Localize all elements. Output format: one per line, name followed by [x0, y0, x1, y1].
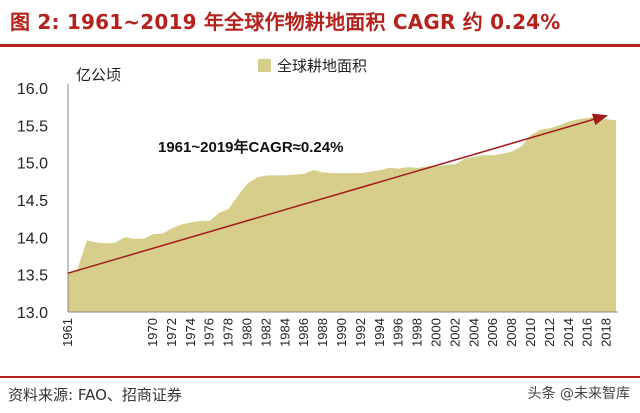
y-tick-label: 15.5 — [17, 118, 48, 135]
watermark: 头条 @未来智库 — [527, 386, 630, 402]
x-tick-label: 2010 — [523, 318, 538, 347]
x-tick-label: 1976 — [202, 318, 217, 347]
source-note: 资料来源: FAO、招商证券 — [8, 386, 182, 404]
chart-area: 13.0 13.5 14.0 14.5 15.0 15.5 16.0 1961 1970 197… — [17, 57, 618, 347]
title-rule — [0, 44, 640, 47]
x-tick-label: 1992 — [353, 318, 368, 347]
y-axis-unit-label: 亿公顷 — [76, 66, 121, 84]
x-tick-label: 1998 — [410, 318, 425, 347]
x-tick-label: 1980 — [240, 318, 255, 347]
area-series-cropland — [68, 116, 616, 313]
y-tick-label: 14.0 — [17, 230, 48, 247]
x-tick-labels: 1961 1970 1972 1974 1976 1978 1980 1982 1984 1986… — [60, 318, 614, 347]
chart-title: 图 2: 1961~2019 年全球作物耕地面积 CAGR 约 0.24% — [10, 10, 561, 34]
x-tick-label: 1961 — [60, 318, 75, 347]
x-tick-label: 2014 — [561, 318, 576, 347]
legend-swatch — [258, 59, 271, 72]
x-tick-label: 1972 — [164, 318, 179, 347]
x-tick-label: 1986 — [296, 318, 311, 347]
x-tick-label: 1988 — [315, 318, 330, 347]
y-tick-label: 13.0 — [17, 305, 48, 322]
y-tick-label: 13.5 — [17, 268, 48, 285]
cagr-trend-arrow — [67, 113, 608, 274]
x-tick-label: 1984 — [277, 318, 292, 347]
x-tick-label: 2018 — [599, 318, 614, 347]
y-tick-label: 16.0 — [17, 81, 48, 98]
x-tick-label: 2016 — [580, 318, 595, 347]
x-tick-label: 2008 — [504, 318, 519, 347]
x-tick-label: 2006 — [485, 318, 500, 347]
x-tick-label: 1978 — [221, 318, 236, 347]
x-tick-label: 1974 — [183, 318, 198, 347]
x-tick-label: 1982 — [258, 318, 273, 347]
footer-rule — [0, 376, 640, 378]
cagr-annotation: 1961~2019年CAGR≈0.24% — [158, 138, 343, 156]
trend-line-group — [67, 113, 608, 274]
x-tick-label: 1990 — [334, 318, 349, 347]
y-tick-label: 14.5 — [17, 193, 48, 210]
y-tick-labels: 13.0 13.5 14.0 14.5 15.0 15.5 16.0 — [17, 81, 48, 322]
x-tick-label: 1996 — [391, 318, 406, 347]
y-tick-label: 15.0 — [17, 156, 48, 173]
x-tick-label: 2012 — [542, 318, 557, 347]
x-tick-label: 1994 — [372, 318, 387, 347]
x-tick-label: 1970 — [145, 318, 160, 347]
x-tick-label: 2000 — [429, 318, 444, 347]
x-tick-label: 2002 — [447, 318, 462, 347]
x-tick-label: 2004 — [466, 318, 481, 347]
legend-label: 全球耕地面积 — [277, 57, 367, 75]
